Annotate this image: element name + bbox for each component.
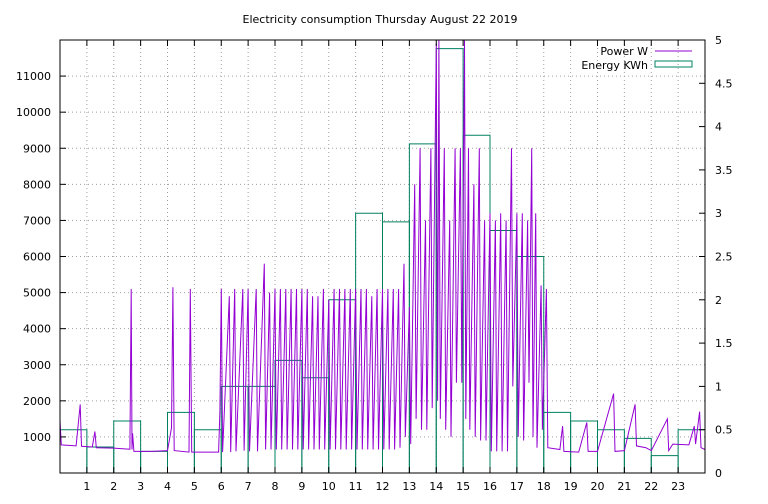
y-tick-label: 7000 (23, 214, 51, 227)
legend-label-power: Power W (600, 45, 648, 58)
x-tick-label: 10 (322, 480, 336, 493)
energy-bar (113, 420, 142, 473)
y2-tick-label: 1.5 (715, 337, 733, 350)
energy-bar (650, 455, 679, 473)
x-tick-label: 18 (537, 480, 551, 493)
y-tick-label: 8000 (23, 178, 51, 191)
energy-bar (140, 450, 168, 473)
x-tick-label: 15 (456, 480, 470, 493)
x-tick-label: 16 (483, 480, 497, 493)
energy-bar (623, 437, 652, 473)
x-tick-label: 14 (429, 480, 443, 493)
y2-tick-label: 5 (715, 34, 722, 47)
power-line (59, 39, 706, 453)
x-tick-label: 23 (671, 480, 685, 493)
y-tick-label: 10000 (16, 106, 51, 119)
x-tick-label: 13 (402, 480, 416, 493)
legend-label-energy: Energy KWh (581, 59, 648, 72)
y2-tick-label: 2 (715, 294, 722, 307)
x-tick-label: 4 (164, 480, 171, 493)
y-tick-label: 11000 (16, 70, 51, 83)
chart-title: Electricity consumption Thursday August … (243, 13, 518, 26)
x-tick-label: 12 (376, 480, 390, 493)
y-tick-label: 6000 (23, 251, 51, 264)
energy-bar (59, 429, 88, 473)
axis-ticks: 1 2 3 4 5 6 7 8 9 10 11 12 13 14 15 16 17 18 19 20 21 22 23100… (16, 34, 733, 493)
y-tick-label: 4000 (23, 323, 51, 336)
y-tick-label: 3000 (23, 359, 51, 372)
x-tick-label: 9 (298, 480, 305, 493)
x-tick-label: 20 (591, 480, 605, 493)
energy-bar (193, 429, 222, 473)
y-tick-label: 5000 (23, 287, 51, 300)
y2-tick-label: 3 (715, 207, 722, 220)
y2-tick-label: 4 (715, 121, 722, 134)
x-tick-label: 2 (110, 480, 117, 493)
y2-tick-label: 3.5 (715, 164, 733, 177)
x-tick-label: 1 (83, 480, 90, 493)
legend-swatch-energy (654, 60, 693, 68)
x-tick-label: 5 (191, 480, 198, 493)
x-tick-label: 8 (272, 480, 279, 493)
y-tick-label: 2000 (23, 395, 51, 408)
x-tick-label: 6 (218, 480, 225, 493)
y2-tick-label: 4.5 (715, 77, 733, 90)
power-line-layer (59, 39, 706, 453)
x-tick-label: 11 (349, 480, 363, 493)
x-tick-label: 19 (564, 480, 578, 493)
y2-tick-label: 0 (715, 467, 722, 480)
x-tick-label: 22 (644, 480, 658, 493)
energy-bar (570, 420, 598, 473)
y2-tick-label: 0.5 (715, 424, 733, 437)
y-tick-label: 1000 (23, 431, 51, 444)
x-tick-label: 3 (137, 480, 144, 493)
x-tick-label: 7 (245, 480, 252, 493)
energy-bar (86, 446, 115, 473)
y2-tick-label: 1 (715, 380, 722, 393)
energy-bar (408, 143, 437, 473)
x-tick-label: 21 (617, 480, 631, 493)
y2-tick-label: 2.5 (715, 251, 733, 264)
legend: Power W Energy KWh (581, 45, 693, 72)
x-tick-label: 17 (510, 480, 524, 493)
y-tick-label: 9000 (23, 142, 51, 155)
